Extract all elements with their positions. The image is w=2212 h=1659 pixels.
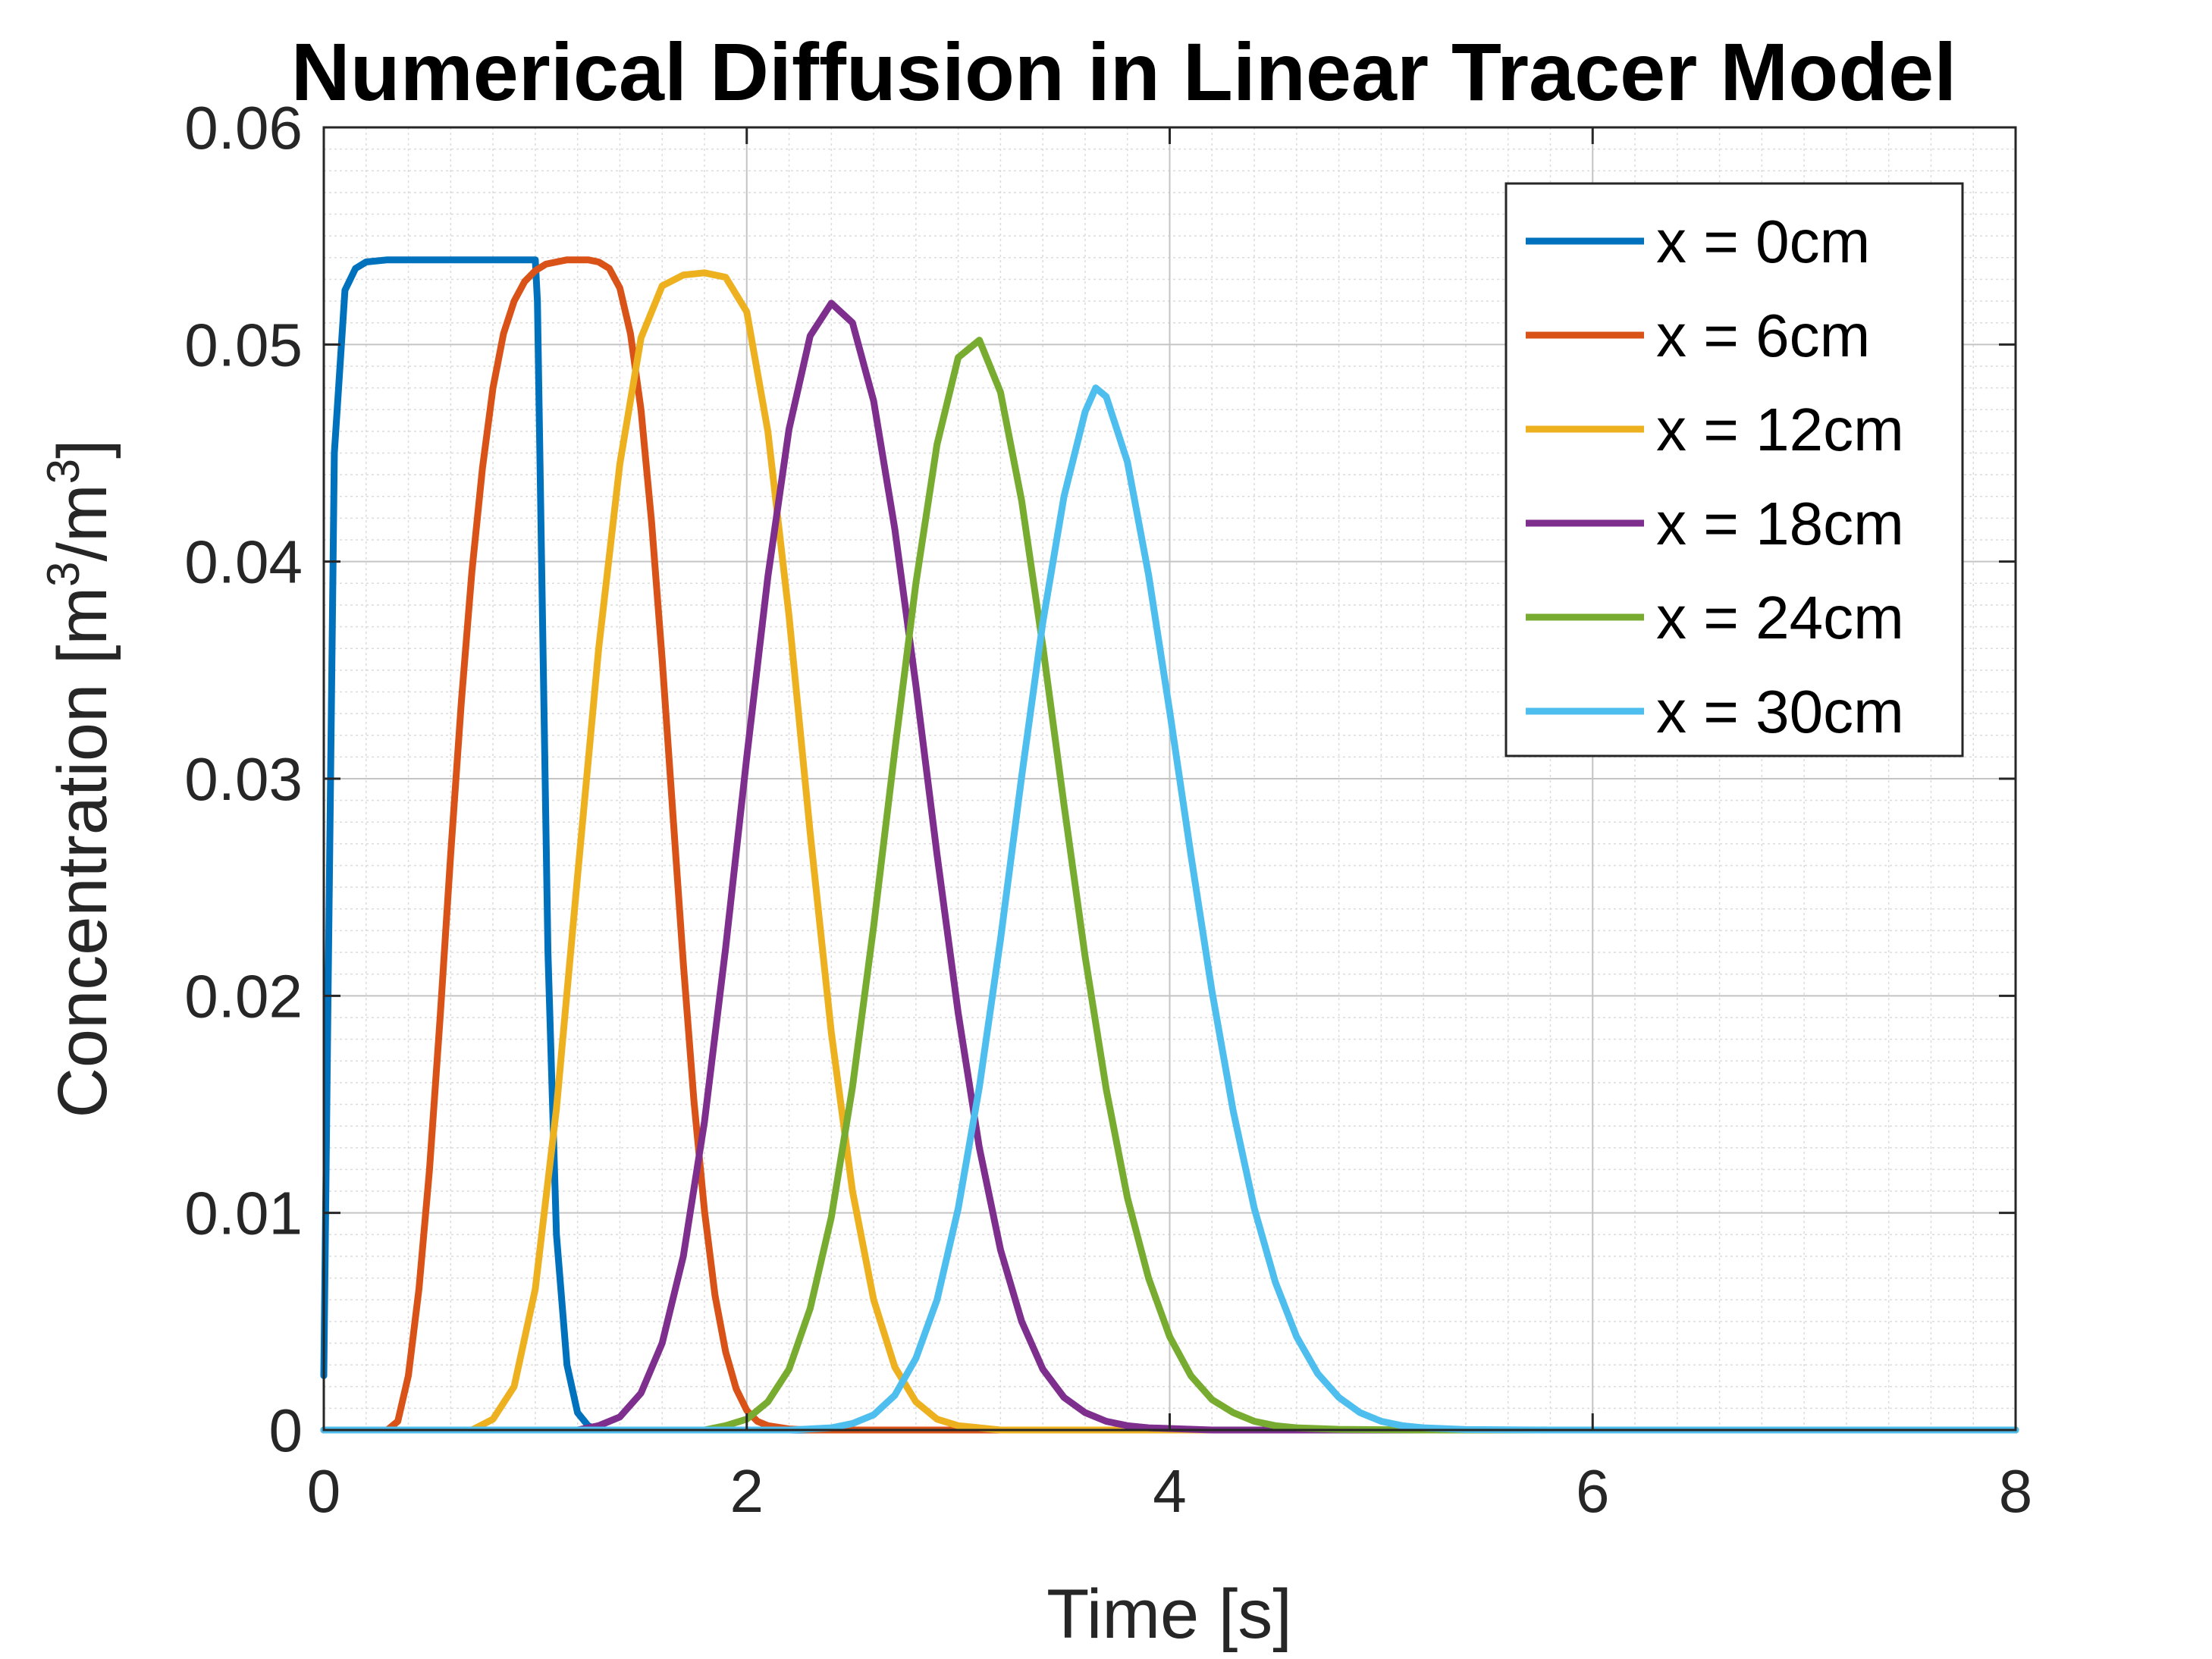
- y-tick-label: 0.01: [184, 1180, 303, 1247]
- chart-title: Numerical Diffusion in Linear Tracer Mod…: [291, 26, 1957, 118]
- x-tick-label: 2: [730, 1457, 764, 1525]
- x-tick-label: 8: [1999, 1457, 2033, 1525]
- y-axis-label-main: Concentration [m: [44, 587, 121, 1118]
- legend-label-1: x = 0cm: [1656, 208, 1870, 275]
- legend: x = 0cm x = 6cm x = 12cm x = 18cm x = 24cm x …: [1504, 182, 1964, 757]
- legend-label-3: x = 12cm: [1656, 396, 1904, 463]
- y-tick-label: 0.03: [184, 745, 303, 813]
- x-tick-labels: 0 2 4 6 8: [307, 1457, 2033, 1525]
- y-tick-label: 0: [269, 1397, 303, 1464]
- series-line-2: [320, 256, 2019, 1434]
- x-axis-label: Time [s]: [1046, 1576, 1292, 1653]
- y-axis-label: Concentration [m3/m3]: [38, 439, 121, 1118]
- x-tick-label: 4: [1153, 1457, 1187, 1525]
- legend-label-6: x = 30cm: [1656, 678, 1904, 745]
- series-line-3: [320, 269, 2019, 1434]
- y-tick-label: 0.05: [184, 311, 303, 378]
- series-line-6: [320, 384, 2019, 1434]
- y-tick-label: 0.04: [184, 528, 303, 596]
- tick-marks: [322, 126, 2017, 1432]
- y-axis-label-end: ]: [44, 439, 121, 459]
- y-axis-label-sup2: 3: [38, 459, 89, 484]
- series-layer: [320, 256, 2019, 1434]
- y-tick-labels: 0 0.01 0.02 0.03 0.04 0.05 0.06: [184, 94, 303, 1464]
- legend-label-2: x = 6cm: [1656, 302, 1870, 369]
- y-axis-label-mid: /m: [44, 484, 121, 561]
- y-tick-label: 0.02: [184, 962, 303, 1030]
- series-line-5: [320, 337, 2019, 1434]
- legend-box: [1504, 182, 1964, 757]
- legend-entries: x = 0cm x = 6cm x = 12cm x = 18cm x = 24cm x …: [1526, 208, 1904, 745]
- x-tick-label: 0: [307, 1457, 341, 1525]
- x-tick-label: 6: [1576, 1457, 1610, 1525]
- legend-label-4: x = 18cm: [1656, 490, 1904, 557]
- legend-label-5: x = 24cm: [1656, 584, 1904, 651]
- y-axis-label-sup1: 3: [38, 562, 89, 587]
- series-line-4: [320, 299, 2019, 1434]
- y-tick-label: 0.06: [184, 94, 303, 162]
